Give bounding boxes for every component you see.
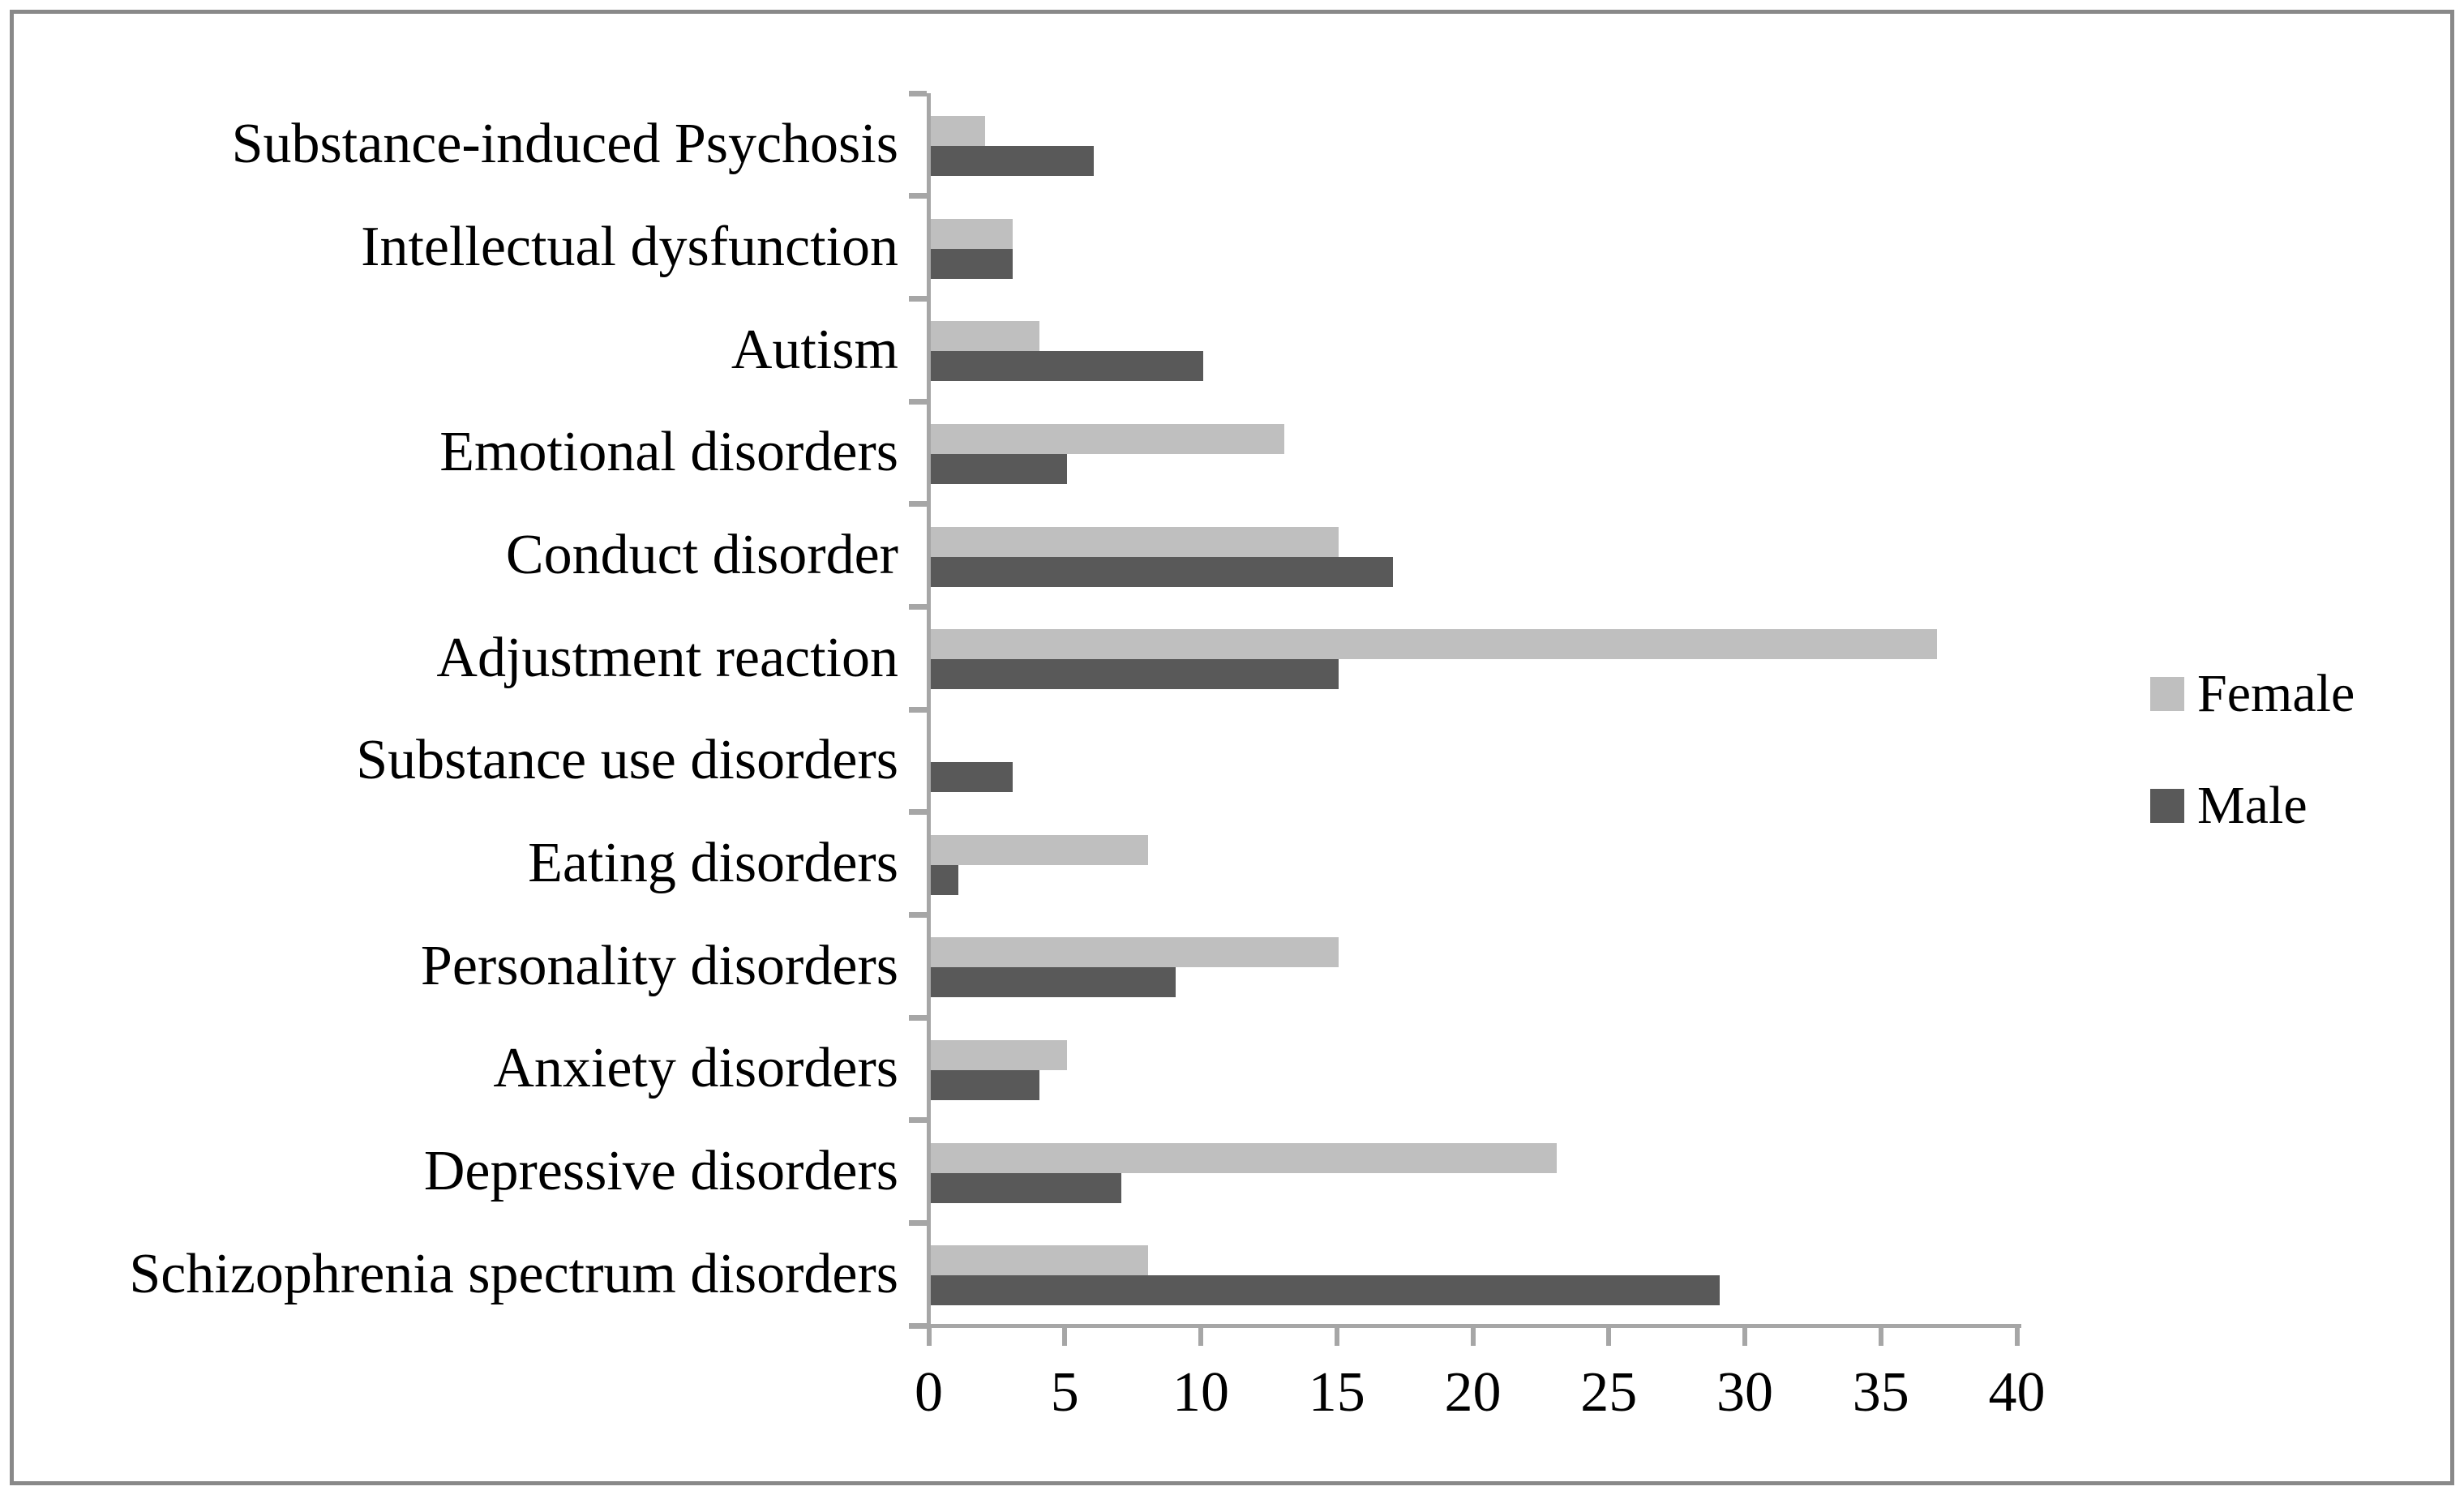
bar-group: Schizophrenia spectrum disorders [0,1223,2464,1326]
bar-groups: Substance-induced Psychosis Intellectual … [0,93,2464,1326]
bar-male [931,1275,1720,1306]
bar-group: Autism [0,298,2464,401]
category-label: Adjustment reaction [436,626,898,689]
bar-female [931,1040,1067,1070]
bar-male [931,454,1067,484]
legend: Female Male [2150,665,2355,889]
y-tick [909,90,927,96]
bar-male [931,1172,1121,1203]
chart-border-frame [10,10,2454,1485]
x-axis-line [909,1324,2021,1328]
bar-male [931,762,1013,792]
bar-chart: Substance-induced Psychosis Intellectual … [0,90,2464,1421]
category-label: Depressive disorders [423,1139,898,1202]
x-tick-label: 10 [1172,1361,1229,1424]
bar-female [931,1245,1149,1276]
x-tick-label: 15 [1308,1361,1365,1424]
bar-female [931,937,1339,968]
y-tick [909,398,927,405]
bar-group: Depressive disorders [0,1120,2464,1223]
y-tick [909,295,927,302]
category-label: Substance use disorders [356,729,898,792]
x-tick-label: 30 [1716,1361,1773,1424]
bar-group: Eating disorders [0,812,2464,915]
category-label: Personality disorders [420,934,898,997]
x-tick-label: 25 [1580,1361,1638,1424]
y-tick [909,1219,927,1226]
x-tick-label: 20 [1444,1361,1502,1424]
y-tick [909,1117,927,1124]
x-tick [1742,1328,1747,1346]
x-tick [1198,1328,1203,1346]
bar-male [931,864,958,895]
category-label: Autism [731,318,898,381]
bar-male [931,967,1176,998]
bar-male [931,351,1203,382]
x-tick [1334,1328,1339,1346]
bar-male [931,248,1013,279]
x-tick [1470,1328,1476,1346]
category-label: Anxiety disorders [493,1037,898,1100]
bar-group: Anxiety disorders [0,1017,2464,1120]
bar-female [931,834,1149,865]
x-tick [1062,1328,1068,1346]
x-tick [1878,1328,1883,1346]
y-tick [909,706,927,713]
bar-group: Conduct disorder [0,504,2464,607]
bar-group: Adjustment reaction [0,606,2464,709]
x-tick [1606,1328,1612,1346]
bar-female [931,629,1938,660]
bar-group: Substance-induced Psychosis [0,93,2464,196]
legend-item-male: Male [2150,777,2355,835]
bar-group: Intellectual dysfunction [0,196,2464,299]
y-tick [909,193,927,199]
bar-male [931,1070,1040,1100]
x-tick [926,1328,932,1346]
x-tick-label: 40 [1988,1361,2046,1424]
category-label: Emotional disorders [439,421,898,484]
bar-female [931,116,986,146]
y-tick [909,1014,927,1021]
category-label: Intellectual dysfunction [361,215,898,278]
legend-label-male: Male [2197,776,2308,835]
bar-group: Personality disorders [0,915,2464,1017]
x-tick [2014,1328,2020,1346]
y-tick [909,809,927,816]
category-label: Conduct disorder [505,523,898,586]
bar-group: Substance use disorders [0,709,2464,812]
bar-female [931,321,1040,352]
bar-female [931,1142,1557,1173]
category-label: Substance-induced Psychosis [231,113,898,176]
legend-swatch-male-icon [2150,789,2184,823]
legend-label-female: Female [2197,664,2355,723]
bar-female [931,424,1285,454]
x-tick-label: 5 [1050,1361,1079,1424]
y-tick [909,501,927,508]
bar-group: Emotional disorders [0,401,2464,504]
legend-item-female: Female [2150,665,2355,723]
x-tick-label: 0 [915,1361,943,1424]
bar-male [931,659,1339,690]
y-tick [909,911,927,918]
y-tick [909,603,927,610]
bar-male [931,146,1095,176]
category-label: Schizophrenia spectrum disorders [129,1242,898,1305]
bar-female [931,526,1339,557]
bar-male [931,556,1394,587]
bar-female [931,218,1013,249]
y-axis-line [927,93,931,1326]
category-label: Eating disorders [528,831,898,894]
legend-swatch-female-icon [2150,677,2184,711]
x-tick-label: 35 [1852,1361,1909,1424]
